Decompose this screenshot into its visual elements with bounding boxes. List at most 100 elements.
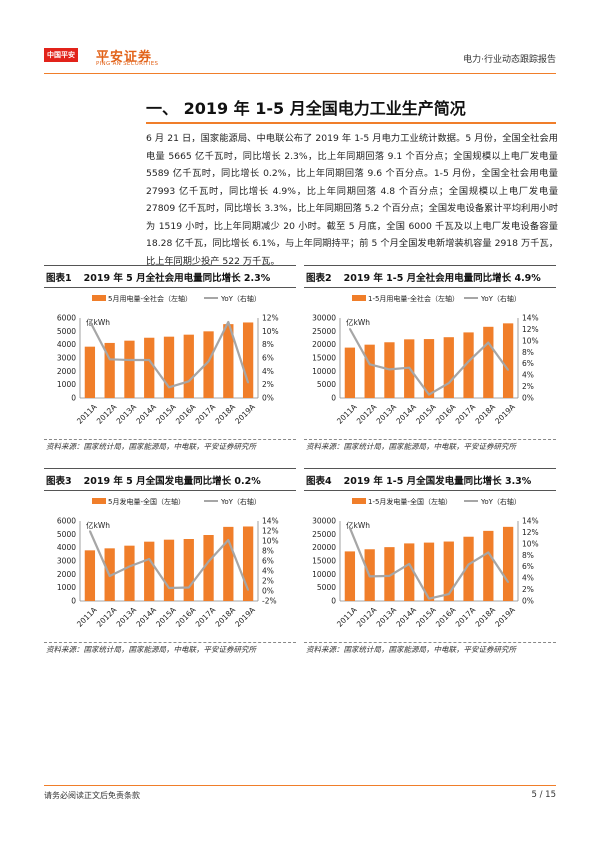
section-underline [146, 122, 556, 124]
x-tick-label: 2018A [474, 605, 498, 629]
bar [183, 334, 194, 398]
y-right-tick-label: 10% [262, 537, 279, 546]
y-left-tick-label: 6000 [57, 517, 76, 526]
legend-bar-swatch [352, 295, 366, 301]
y-left-tick-label: 20000 [312, 340, 336, 349]
y-left-tick-label: 0 [331, 394, 336, 403]
figure-4: 图表4 2019 年 1-5 月全国发电量同比增长 3.3% 1-5月发电量-全国… [304, 468, 556, 659]
yoy-point [89, 320, 91, 323]
yoy-point [368, 575, 371, 578]
yoy-point [447, 593, 450, 595]
bar [364, 344, 375, 398]
x-tick-label: 2015A [154, 605, 178, 629]
y-right-tick-label: 8% [262, 340, 274, 349]
bar [463, 536, 474, 601]
yoy-point [207, 560, 210, 563]
yoy-point [408, 366, 411, 369]
y-right-tick-label: 10% [262, 327, 279, 336]
y-right-tick-label: 6% [262, 557, 274, 566]
footer-divider [44, 785, 556, 786]
x-tick-label: 2016A [174, 402, 198, 426]
source-divider [304, 439, 556, 440]
x-tick-label: 2011A [75, 402, 99, 426]
y-left-tick-label: 4000 [57, 543, 76, 552]
y-right-tick-label: 2% [522, 585, 534, 594]
x-tick-label: 2014A [134, 605, 158, 629]
x-tick-label: 2015A [414, 402, 438, 426]
yoy-point [349, 328, 351, 330]
figure-number: 图表4 [306, 476, 332, 487]
figure-source: 资料来源：国家统计局，国家能源局，中电联，平安证券研究所 [46, 442, 256, 451]
yoy-point [148, 558, 151, 560]
x-tick-label: 2013A [375, 605, 399, 629]
logo-subtitle: PING AN SECURITIES [96, 61, 159, 67]
bar [502, 526, 514, 601]
legend-bar-swatch [352, 498, 366, 504]
bar [223, 526, 234, 601]
bar [124, 340, 135, 398]
y-left-tick-label: 1000 [57, 380, 76, 389]
bar [144, 541, 155, 601]
bar [242, 322, 254, 398]
bar [463, 332, 474, 398]
chart-4: 1-5月发电量-全国（左轴） YoY（右轴） 亿kWh 0 5000 10000 15000… [312, 497, 539, 629]
source-divider [44, 642, 296, 643]
y-right-tick-label: 12% [522, 325, 539, 334]
bar [443, 337, 454, 398]
page-header: 中国平安 平安证券 PING AN SECURITIES 电力·行业动态跟踪报告 [44, 46, 556, 72]
legend-bar-swatch [92, 295, 106, 301]
y-left-tick-label: 6000 [57, 314, 76, 323]
figure-number: 图表3 [46, 476, 72, 487]
y-right-tick-label: 12% [262, 314, 279, 323]
y-right-tick-label: 2% [262, 380, 274, 389]
y-right-tick-label: 6% [522, 562, 534, 571]
y-right-tick-label: 6% [522, 359, 534, 368]
unit-label: 亿kWh [346, 520, 370, 530]
section-title: 一、 2019 年 1-5 月全国电力工业生产简况 [146, 99, 466, 118]
figure-source: 资料来源：国家统计局，国家能源局，中电联，平安证券研究所 [306, 645, 516, 654]
figure-caption: 2019 年 5 月全国发电量同比增长 0.2% [83, 476, 261, 487]
pingan-securities-logo: 平安证券 [96, 50, 153, 65]
figure-caption: 2019 年 1-5 月全国发电量同比增长 3.3% [343, 476, 532, 487]
source-divider [44, 439, 296, 440]
figure-title: 图表1 2019 年 5 月全社会用电量同比增长 2.3% [44, 266, 296, 288]
pingan-group-logo: 中国平安 [44, 48, 78, 62]
x-tick-label: 2018A [474, 402, 498, 426]
logo-small-text: 中国平安 [47, 51, 75, 59]
source-divider [304, 642, 556, 643]
x-tick-label: 2011A [335, 605, 359, 629]
y-right-tick-label: 14% [262, 517, 279, 526]
x-tick-label: 2017A [194, 402, 218, 426]
x-tick-label: 2018A [214, 402, 238, 426]
y-left-tick-label: 4000 [57, 340, 76, 349]
y-right-tick-label: 0% [522, 597, 534, 606]
y-left-tick-label: 0 [331, 597, 336, 606]
unit-label: 亿kWh [86, 317, 110, 327]
y-left-tick-label: 20000 [312, 543, 336, 552]
x-tick-label: 2012A [95, 605, 119, 629]
y-left-tick-label: 1000 [57, 583, 76, 592]
y-left-tick-label: 5000 [317, 380, 336, 389]
figure-caption: 2019 年 1-5 月全社会用电量同比增长 4.9% [343, 273, 541, 284]
bar [344, 551, 356, 601]
y-left-tick-label: 2000 [57, 367, 76, 376]
yoy-point [108, 575, 111, 577]
y-right-tick-label: 10% [522, 539, 539, 548]
yoy-point [227, 539, 230, 541]
yoy-point [247, 381, 249, 384]
chart-1: 5月用电量-全社会（左轴） YoY（右轴） 亿kWh 0 1000 2000 3000 400… [57, 294, 279, 426]
bar [163, 336, 175, 398]
y-right-tick-label: 8% [522, 551, 534, 560]
x-tick-label: 2019A [493, 402, 517, 426]
figure-title: 图表2 2019 年 1-5 月全社会用电量同比增长 4.9% [304, 266, 556, 288]
x-tick-label: 2013A [115, 402, 139, 426]
yoy-point [168, 587, 170, 589]
y-left-tick-label: 25000 [312, 327, 336, 336]
x-tick-label: 2015A [154, 402, 178, 426]
bar [502, 323, 514, 398]
x-tick-label: 2014A [394, 605, 418, 629]
x-tick-label: 2014A [134, 402, 158, 426]
x-tick-label: 2013A [115, 605, 139, 629]
yoy-point [368, 363, 371, 366]
y-left-tick-label: 5000 [57, 327, 76, 336]
